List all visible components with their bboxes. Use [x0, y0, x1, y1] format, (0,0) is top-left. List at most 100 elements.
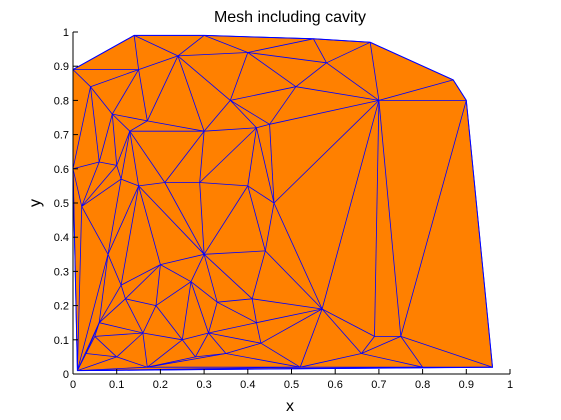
- x-ticks: 0 0.1 0.2 0.3 0.4 0.5 0.6 0.7 0.8 0.9 1: [70, 369, 513, 391]
- mesh-edge: [72, 69, 91, 87]
- mesh-edge: [125, 298, 144, 334]
- mesh-edge: [269, 124, 275, 204]
- mesh-edge: [181, 281, 192, 340]
- mesh-edge: [138, 185, 205, 255]
- mesh-edge: [252, 298, 323, 310]
- x-tick-label: 0.9: [459, 379, 474, 391]
- mesh-edge: [400, 100, 467, 337]
- mesh-edge: [120, 131, 131, 180]
- mesh-edge: [72, 86, 91, 169]
- mesh-edge: [125, 264, 161, 300]
- mesh-edge: [155, 305, 183, 341]
- mesh-edge: [400, 336, 493, 368]
- y-ticks: 0 0.1 0.2 0.3 0.4 0.5 0.6 0.7 0.8 0.9 1: [54, 27, 78, 381]
- mesh-edge: [177, 55, 205, 132]
- x-tick-label: 0.1: [109, 379, 124, 391]
- mesh-edge: [378, 79, 454, 101]
- y-tick-label: 0.3: [54, 266, 69, 278]
- mesh-edge: [295, 62, 327, 88]
- mesh-edge: [182, 332, 209, 341]
- mesh-edge: [77, 353, 87, 371]
- y-axis-label: y: [27, 199, 44, 207]
- mesh-edge: [204, 250, 266, 255]
- mesh-edge: [98, 298, 126, 323]
- mesh-edge: [203, 185, 249, 255]
- mesh-edge: [98, 113, 113, 163]
- mesh-edge: [273, 100, 380, 204]
- mesh-edge: [116, 356, 148, 368]
- mesh-edge: [247, 185, 266, 252]
- mesh-edge: [321, 100, 380, 310]
- mesh-edge: [269, 86, 297, 125]
- mesh-edge: [299, 308, 323, 368]
- mesh-edge: [265, 250, 323, 310]
- x-tick-label: 0: [70, 379, 76, 391]
- mesh-edge: [77, 206, 83, 371]
- mesh-edge: [77, 366, 493, 371]
- mesh-edge: [369, 42, 380, 101]
- mesh-edge: [134, 35, 179, 57]
- mesh-edge: [112, 113, 148, 122]
- y-tick-label: 0.2: [54, 301, 69, 313]
- mesh-edge: [300, 353, 362, 368]
- plot-area: [72, 34, 494, 372]
- mesh-edge: [465, 100, 493, 368]
- mesh-edge: [164, 130, 205, 183]
- x-tick-label: 0.4: [240, 379, 255, 391]
- y-tick-label: 1: [63, 27, 69, 39]
- mesh-edge: [120, 284, 126, 299]
- mesh-edge: [217, 301, 257, 324]
- mesh-edge: [199, 182, 205, 255]
- mesh-edge: [94, 332, 143, 337]
- mesh-edge: [94, 336, 117, 358]
- y-tick-label: 0.5: [54, 198, 69, 210]
- mesh-edge: [256, 308, 323, 324]
- mesh-edge: [247, 52, 297, 88]
- mesh-edge: [208, 332, 261, 344]
- mesh-edge: [125, 298, 157, 306]
- x-tick-label: 0.5: [284, 379, 299, 391]
- x-tick-label: 1: [507, 379, 513, 391]
- mesh-edge: [116, 165, 122, 180]
- mesh-edge: [107, 254, 122, 286]
- mesh-edge: [142, 332, 148, 368]
- mesh-edge: [251, 250, 266, 299]
- y-tick-label: 0.7: [54, 130, 69, 142]
- mesh-edge: [72, 35, 135, 70]
- mesh-edge: [107, 179, 122, 255]
- mesh-edge: [85, 336, 96, 354]
- mesh-edge: [321, 308, 375, 337]
- mesh-edge: [264, 202, 275, 251]
- mesh-edge: [72, 168, 78, 371]
- mesh-edge: [112, 113, 131, 132]
- mesh-edge: [90, 69, 139, 88]
- axes: 0 0.1 0.2 0.3 0.4 0.5 0.6 0.7 0.8 0.9 1 0 0.1 0.2 0.3…: [54, 27, 513, 391]
- mesh-edge: [230, 100, 270, 125]
- mesh-edge: [225, 342, 262, 354]
- mesh-edge: [230, 86, 296, 101]
- mesh-edge: [203, 254, 253, 300]
- mesh-edge: [98, 254, 109, 323]
- mesh-edge: [155, 264, 161, 306]
- mesh-edge: [190, 281, 218, 303]
- mesh-edges: [72, 35, 493, 371]
- mesh-edge: [90, 86, 113, 115]
- mesh-edge: [190, 254, 205, 282]
- mesh-edge: [99, 322, 143, 334]
- mesh-edge: [251, 298, 257, 323]
- mesh-edge: [138, 185, 161, 265]
- mesh-edge: [129, 120, 148, 132]
- mesh-edge: [295, 86, 379, 101]
- y-tick-label: 0: [63, 369, 69, 381]
- x-tick-label: 0.2: [153, 379, 168, 391]
- mesh-edge: [260, 342, 301, 368]
- x-tick-label: 0.6: [328, 379, 343, 391]
- x-tick-label: 0.3: [196, 379, 211, 391]
- mesh-edge: [203, 100, 231, 132]
- mesh-edge: [313, 38, 327, 63]
- mesh-edge: [273, 202, 323, 310]
- mesh-edge: [199, 127, 257, 183]
- mesh-edge: [208, 302, 218, 334]
- mesh-edge: [138, 69, 148, 121]
- mesh-edge: [247, 52, 327, 64]
